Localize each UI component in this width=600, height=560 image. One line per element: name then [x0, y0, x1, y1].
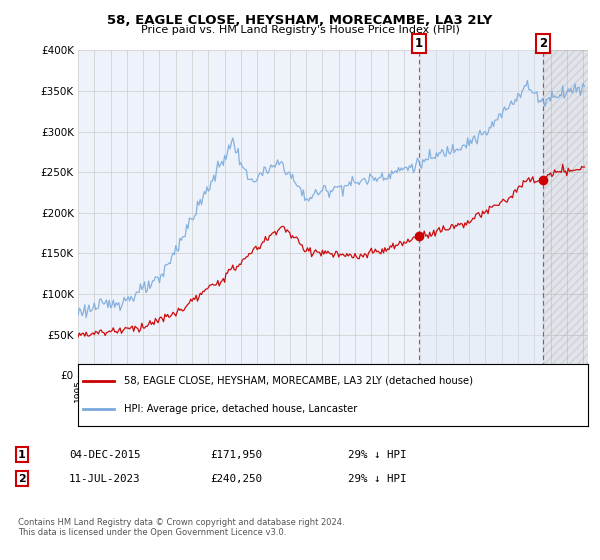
- Text: £171,950: £171,950: [210, 450, 262, 460]
- Text: HPI: Average price, detached house, Lancaster: HPI: Average price, detached house, Lanc…: [124, 404, 357, 414]
- Text: 1: 1: [18, 450, 26, 460]
- Text: 04-DEC-2015: 04-DEC-2015: [69, 450, 140, 460]
- Bar: [419, 50, 543, 375]
- Text: 1: 1: [415, 38, 423, 50]
- Bar: [543, 50, 591, 375]
- Text: £240,250: £240,250: [210, 474, 262, 484]
- Bar: [543, 50, 591, 375]
- Text: 2: 2: [539, 38, 547, 50]
- Text: Price paid vs. HM Land Registry's House Price Index (HPI): Price paid vs. HM Land Registry's House …: [140, 25, 460, 35]
- Text: Contains HM Land Registry data © Crown copyright and database right 2024.
This d: Contains HM Land Registry data © Crown c…: [18, 518, 344, 538]
- Text: 29% ↓ HPI: 29% ↓ HPI: [348, 474, 407, 484]
- Text: 2: 2: [18, 474, 26, 484]
- Text: 11-JUL-2023: 11-JUL-2023: [69, 474, 140, 484]
- Text: 58, EAGLE CLOSE, HEYSHAM, MORECAMBE, LA3 2LY: 58, EAGLE CLOSE, HEYSHAM, MORECAMBE, LA3…: [107, 14, 493, 27]
- Text: 29% ↓ HPI: 29% ↓ HPI: [348, 450, 407, 460]
- Text: 58, EAGLE CLOSE, HEYSHAM, MORECAMBE, LA3 2LY (detached house): 58, EAGLE CLOSE, HEYSHAM, MORECAMBE, LA3…: [124, 376, 473, 386]
